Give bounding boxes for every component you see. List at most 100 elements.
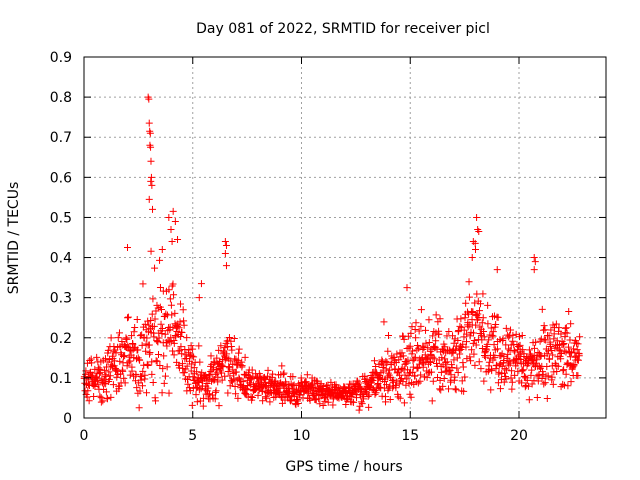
data-point bbox=[573, 346, 581, 354]
data-point bbox=[456, 322, 464, 330]
data-point bbox=[399, 378, 407, 386]
data-point bbox=[303, 371, 311, 379]
data-point bbox=[453, 354, 461, 362]
data-point bbox=[199, 402, 207, 410]
data-point bbox=[214, 373, 222, 381]
data-point bbox=[294, 399, 302, 407]
data-point bbox=[562, 370, 570, 378]
data-point bbox=[163, 342, 171, 350]
data-point bbox=[476, 300, 484, 308]
data-point bbox=[264, 366, 272, 374]
data-point bbox=[468, 254, 476, 262]
data-point bbox=[263, 394, 271, 402]
data-point bbox=[124, 342, 132, 350]
data-point bbox=[378, 356, 386, 364]
data-point bbox=[407, 393, 415, 401]
data-point bbox=[138, 382, 146, 390]
data-point bbox=[544, 372, 552, 380]
x-tick-label: 5 bbox=[188, 428, 197, 444]
data-point bbox=[364, 392, 372, 400]
data-point bbox=[466, 332, 474, 340]
data-point bbox=[222, 262, 230, 270]
data-point bbox=[515, 355, 523, 363]
data-point bbox=[169, 280, 177, 288]
data-point bbox=[504, 350, 512, 358]
y-tick-label: 0.1 bbox=[50, 371, 72, 387]
data-point bbox=[469, 308, 477, 316]
data-point bbox=[541, 379, 549, 387]
data-point bbox=[466, 353, 474, 361]
data-point bbox=[306, 396, 314, 404]
data-point bbox=[472, 341, 480, 349]
data-point bbox=[166, 295, 174, 303]
data-points bbox=[80, 93, 584, 414]
y-axis-label: SRMTID / TECUs bbox=[6, 182, 22, 295]
data-point bbox=[509, 337, 517, 345]
data-point bbox=[462, 299, 470, 307]
data-point bbox=[179, 306, 187, 314]
data-point bbox=[547, 326, 555, 334]
data-point bbox=[160, 352, 168, 360]
data-point bbox=[115, 382, 123, 390]
data-point bbox=[545, 332, 553, 340]
data-point bbox=[380, 318, 388, 326]
data-point bbox=[171, 309, 179, 317]
data-point bbox=[170, 291, 178, 299]
data-point bbox=[414, 379, 422, 387]
data-point bbox=[484, 301, 492, 309]
data-point bbox=[417, 371, 425, 379]
data-point bbox=[142, 347, 150, 355]
data-point bbox=[439, 382, 447, 390]
data-point bbox=[105, 368, 113, 376]
data-point bbox=[537, 335, 545, 343]
data-point bbox=[505, 333, 513, 341]
data-point bbox=[114, 334, 122, 342]
y-tick-label: 0.7 bbox=[50, 130, 72, 146]
data-point bbox=[206, 372, 214, 380]
data-point bbox=[495, 361, 503, 369]
data-point bbox=[126, 357, 134, 365]
data-point bbox=[212, 387, 220, 395]
data-point bbox=[412, 334, 420, 342]
data-point bbox=[463, 330, 471, 338]
data-point bbox=[471, 361, 479, 369]
chart-title: Day 081 of 2022, SRMTID for receiver pic… bbox=[196, 21, 490, 37]
data-point bbox=[573, 339, 581, 347]
data-point bbox=[95, 370, 103, 378]
data-point bbox=[254, 391, 262, 399]
data-point bbox=[445, 385, 453, 393]
data-point bbox=[165, 389, 173, 397]
data-point bbox=[532, 338, 540, 346]
data-point bbox=[502, 375, 510, 383]
data-point bbox=[567, 320, 575, 328]
data-point bbox=[530, 344, 538, 352]
data-point bbox=[183, 362, 191, 370]
data-point bbox=[279, 370, 287, 378]
data-point bbox=[407, 329, 415, 337]
data-point bbox=[84, 387, 92, 395]
data-point bbox=[429, 353, 437, 361]
data-point bbox=[550, 330, 558, 338]
data-point bbox=[392, 384, 400, 392]
data-point bbox=[221, 238, 229, 246]
data-point bbox=[159, 365, 167, 373]
data-point bbox=[370, 357, 378, 365]
data-point bbox=[92, 373, 100, 381]
data-point bbox=[396, 394, 404, 402]
data-point bbox=[204, 384, 212, 392]
data-point bbox=[102, 388, 110, 396]
data-point bbox=[326, 387, 334, 395]
data-point bbox=[533, 393, 541, 401]
data-point bbox=[89, 382, 97, 390]
data-point bbox=[210, 358, 218, 366]
data-point bbox=[569, 345, 577, 353]
data-point bbox=[566, 336, 574, 344]
data-point bbox=[405, 369, 413, 377]
data-point bbox=[473, 290, 481, 298]
data-point bbox=[247, 376, 255, 384]
data-point bbox=[90, 392, 98, 400]
data-point bbox=[561, 324, 569, 332]
data-point bbox=[384, 332, 392, 340]
data-point bbox=[451, 373, 459, 381]
